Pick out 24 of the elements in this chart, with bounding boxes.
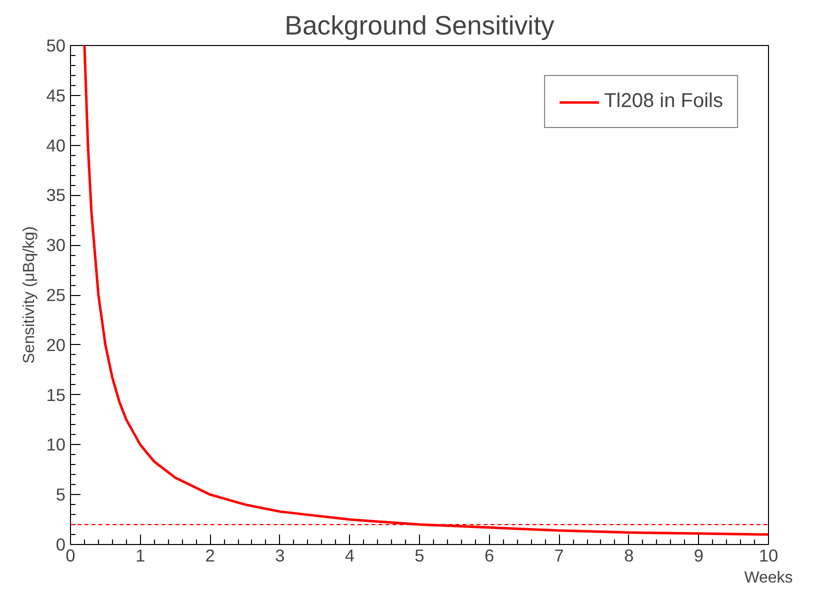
chart-title: Background Sensitivity xyxy=(284,10,555,40)
x-axis-title: Weeks xyxy=(744,570,793,586)
y-tick-label: 40 xyxy=(46,135,66,156)
x-tick-label: 1 xyxy=(135,546,146,566)
y-tick-label: 30 xyxy=(46,235,66,256)
x-tick-label: 5 xyxy=(414,546,424,566)
x-tick-label: 10 xyxy=(758,546,778,566)
y-tick-label: 45 xyxy=(46,85,66,106)
y-tick-label: 20 xyxy=(46,334,66,355)
y-axis-title: Sensitivity (μBq/kg) xyxy=(21,226,38,364)
y-tick-label: 5 xyxy=(56,484,66,505)
x-tick-label: 3 xyxy=(275,546,285,566)
y-tick-label: 35 xyxy=(46,185,66,206)
x-tick-label: 9 xyxy=(694,546,704,566)
y-tick-label: 25 xyxy=(46,285,66,305)
y-tick-label: 50 xyxy=(46,36,66,56)
y-tick-label: 15 xyxy=(46,384,66,405)
x-tick-label: 4 xyxy=(344,546,355,566)
x-tick-label: 6 xyxy=(484,546,494,566)
x-tick-label: 2 xyxy=(205,546,215,566)
y-tick-label: 10 xyxy=(46,434,66,455)
x-tick-label: 7 xyxy=(554,546,564,566)
x-tick-label: 8 xyxy=(624,546,634,566)
legend-label: Tl208 in Foils xyxy=(604,90,723,113)
